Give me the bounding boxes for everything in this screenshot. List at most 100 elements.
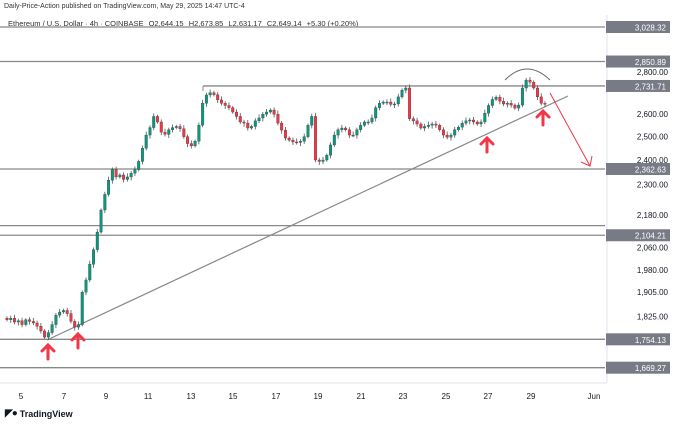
x-tick-label: 9 <box>104 392 109 401</box>
candle-body <box>332 134 336 146</box>
candle-body <box>171 127 174 130</box>
candle-body <box>355 129 359 136</box>
level-price-label: 2,850.89 <box>635 58 667 67</box>
candle-body <box>148 127 152 136</box>
candle-body <box>114 169 118 178</box>
candle-body <box>50 324 54 333</box>
candle-body <box>95 231 99 250</box>
candle-body <box>99 209 103 233</box>
candle-body <box>178 126 182 129</box>
candle-body <box>73 321 77 328</box>
level-price-label: 1,669.27 <box>635 364 667 373</box>
candle-body <box>483 112 487 123</box>
candle-body <box>287 137 291 141</box>
candle-body <box>381 101 385 104</box>
candle-body <box>265 111 269 115</box>
candle-body <box>505 103 509 105</box>
candle-body <box>39 326 43 332</box>
candle-body <box>438 125 442 130</box>
level-price-label-bg <box>606 333 670 346</box>
candle-body <box>186 136 190 144</box>
candle-body <box>434 123 438 126</box>
logo-text: TradingView <box>19 408 73 419</box>
candle-body <box>227 105 231 108</box>
level-price-label: 1,754.13 <box>635 336 667 345</box>
candle-body <box>268 109 272 113</box>
candle-body <box>189 143 193 147</box>
symbol-name: Ethereum / U.S. Dollar · 4h · COINBASE <box>8 19 144 28</box>
y-tick-label: 1,825.00 <box>637 313 669 322</box>
candle-body <box>167 129 171 135</box>
level-price-label-bg <box>606 79 670 92</box>
candle-body <box>351 134 355 137</box>
level-price-label: 2,731.71 <box>635 82 667 91</box>
candle-body <box>118 174 122 178</box>
candle-body <box>524 79 528 89</box>
x-tick-label: 7 <box>62 392 67 401</box>
candle-body <box>103 194 107 211</box>
candle-body <box>299 141 302 143</box>
candle-body <box>460 122 464 128</box>
x-tick-label: 21 <box>357 392 366 401</box>
candle-body <box>494 96 498 100</box>
candle-body <box>464 120 468 124</box>
candle-body <box>347 129 351 136</box>
candle-body <box>246 122 250 129</box>
candle-body <box>378 103 381 108</box>
candle-body <box>329 144 333 156</box>
candle-body <box>487 105 491 114</box>
candle-body <box>415 120 419 125</box>
candle-body <box>325 155 329 161</box>
up-arrow-icon <box>479 135 495 154</box>
up-arrow-icon <box>535 108 551 127</box>
candle-body <box>321 159 325 162</box>
candle-body <box>5 317 9 320</box>
candle-body <box>253 120 257 127</box>
candle-body <box>310 116 314 126</box>
candle-body <box>472 119 475 123</box>
level-price-label-bg <box>606 55 670 68</box>
candle-body <box>129 173 133 178</box>
candle-body <box>20 320 24 325</box>
candle-body <box>490 99 494 106</box>
candle-body <box>257 117 261 122</box>
y-tick-label: 2,060.00 <box>637 243 669 252</box>
candle-body <box>502 101 506 105</box>
candle-body <box>411 118 415 122</box>
candle-body <box>261 114 265 119</box>
candle-body <box>193 141 197 147</box>
candle-body <box>408 87 412 119</box>
candle-body <box>419 123 423 129</box>
candle-body <box>423 126 427 129</box>
candle-body <box>528 79 532 83</box>
candle-body <box>302 136 306 142</box>
candle-body <box>65 310 69 314</box>
candle-body <box>344 127 348 130</box>
candle-body <box>208 92 212 96</box>
y-tick-label: 1,980.00 <box>637 266 669 275</box>
candle-body <box>317 159 321 162</box>
candle-body <box>31 321 35 324</box>
candle-body <box>61 310 65 313</box>
candle-body <box>385 101 389 104</box>
candle-body <box>532 81 536 89</box>
candle-body <box>393 103 396 106</box>
y-tick-label: 2,400.00 <box>637 156 669 165</box>
candle-body <box>223 103 227 106</box>
candle-body <box>58 311 62 316</box>
y-tick-label: 2,180.00 <box>637 211 669 220</box>
candle-body <box>250 126 253 129</box>
candle-body <box>43 330 47 338</box>
y-tick-label: 2,500.00 <box>637 133 669 142</box>
candle-body <box>163 131 167 135</box>
candle-body <box>520 87 524 106</box>
candle-body <box>359 125 363 130</box>
candle-body <box>152 116 156 128</box>
x-tick-label: 15 <box>229 392 238 401</box>
candle-body <box>35 322 39 327</box>
candle-body <box>231 107 235 113</box>
candle-body <box>280 122 284 131</box>
level-price-label-bg <box>606 229 670 242</box>
x-tick-label: 23 <box>399 392 408 401</box>
